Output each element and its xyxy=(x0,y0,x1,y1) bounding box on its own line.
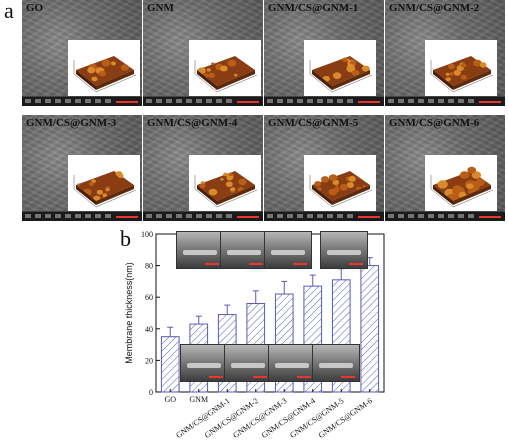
panel-label-b: b xyxy=(120,226,131,251)
panel-label-a: a xyxy=(4,0,14,23)
afm-surface-icon xyxy=(304,40,376,96)
y-tick-label: 0 xyxy=(149,388,153,397)
sem-info-bar xyxy=(22,211,142,221)
y-axis-title: Membrane thickness(nm) xyxy=(124,262,134,364)
sem-info-bar xyxy=(264,211,384,221)
sem-panel-gnm: GNM xyxy=(143,0,263,106)
cross-section-inset xyxy=(320,231,368,269)
sem-panel-gnm-cs-5: GNM/CS@GNM-5 xyxy=(264,115,384,221)
sem-info-bar xyxy=(385,211,505,221)
afm-surface-icon xyxy=(68,40,140,96)
cross-section-inset xyxy=(312,344,360,382)
afm-surface-icon xyxy=(425,155,497,211)
cross-section-inset xyxy=(268,344,316,382)
sem-info-bar xyxy=(143,211,263,221)
afm-inset xyxy=(189,155,261,211)
sem-panel-gnm-cs-4: GNM/CS@GNM-4 xyxy=(143,115,263,221)
sem-info-bar xyxy=(264,96,384,106)
cross-section-inset xyxy=(264,231,312,269)
sem-title: GNM/CS@GNM-5 xyxy=(268,117,359,129)
x-tick-label: GNM/CS@GNM-6 xyxy=(317,396,374,440)
afm-inset xyxy=(425,155,497,211)
afm-surface-icon xyxy=(68,155,140,211)
afm-inset xyxy=(304,40,376,96)
sem-title: GNM/CS@GNM-4 xyxy=(147,117,238,129)
y-tick-label: 100 xyxy=(141,230,153,239)
y-tick-label: 80 xyxy=(145,262,153,271)
afm-inset xyxy=(425,40,497,96)
x-tick-label: GO xyxy=(164,395,176,404)
sem-info-bar xyxy=(143,96,263,106)
y-tick-label: 60 xyxy=(145,293,153,302)
sem-title: GO xyxy=(26,2,44,14)
bar xyxy=(360,265,380,393)
sem-title: GNM/CS@GNM-2 xyxy=(389,2,480,14)
afm-surface-icon xyxy=(189,40,261,96)
bar xyxy=(160,336,180,393)
afm-surface-icon xyxy=(189,155,261,211)
sem-panel-gnm-cs-6: GNM/CS@GNM-6 xyxy=(385,115,505,221)
sem-info-bar xyxy=(385,96,505,106)
sem-title: GNM/CS@GNM-1 xyxy=(268,2,359,14)
sem-panel-gnm-cs-2: GNM/CS@GNM-2 xyxy=(385,0,505,106)
sem-panel-gnm-cs-3: GNM/CS@GNM-3 xyxy=(22,115,142,221)
y-tick-label: 40 xyxy=(145,325,153,334)
afm-inset xyxy=(304,155,376,211)
sem-panel-gnm-cs-1: GNM/CS@GNM-1 xyxy=(264,0,384,106)
afm-inset xyxy=(68,40,140,96)
cross-section-inset xyxy=(220,231,268,269)
sem-panel-go: GO xyxy=(22,0,142,106)
cross-section-inset xyxy=(176,231,224,269)
cross-section-inset xyxy=(224,344,272,382)
sem-title: GNM/CS@GNM-6 xyxy=(389,117,480,129)
afm-surface-icon xyxy=(425,40,497,96)
y-tick-label: 20 xyxy=(145,356,153,365)
thickness-chart: 0 20 40 60 80 100 Membrane thickness(nm) GO GNM G… xyxy=(124,226,508,440)
afm-inset xyxy=(189,40,261,96)
afm-inset xyxy=(68,155,140,211)
x-tick-label: GNM xyxy=(189,395,208,404)
afm-surface-icon xyxy=(304,155,376,211)
cross-section-inset xyxy=(180,344,228,382)
sem-title: GNM xyxy=(147,2,174,14)
sem-info-bar xyxy=(22,96,142,106)
sem-title: GNM/CS@GNM-3 xyxy=(26,117,117,129)
